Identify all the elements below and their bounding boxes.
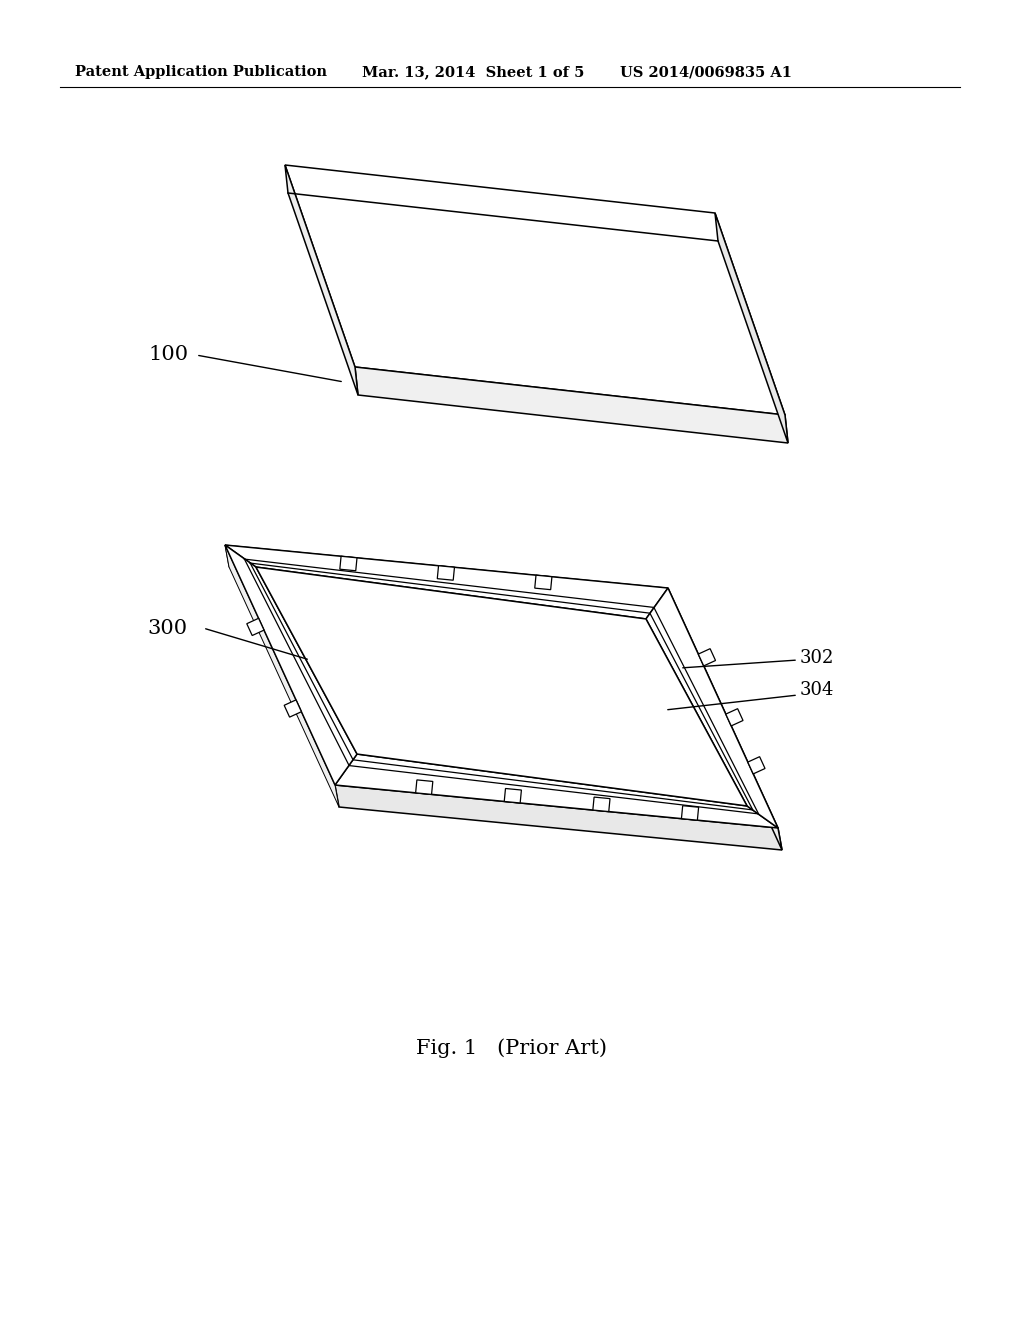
Polygon shape [285,165,785,414]
Polygon shape [726,709,743,726]
Text: 304: 304 [800,681,835,700]
Polygon shape [715,213,788,444]
Polygon shape [646,587,778,828]
Polygon shape [225,545,339,807]
Polygon shape [225,545,668,619]
Polygon shape [285,700,301,717]
Polygon shape [681,805,698,820]
Polygon shape [335,785,782,850]
Polygon shape [748,756,765,774]
Text: Fig. 1   (Prior Art): Fig. 1 (Prior Art) [417,1038,607,1057]
Polygon shape [593,797,610,812]
Polygon shape [335,754,778,828]
Text: 300: 300 [147,619,187,638]
Text: 100: 100 [148,346,188,364]
Polygon shape [437,566,455,581]
Text: Mar. 13, 2014  Sheet 1 of 5: Mar. 13, 2014 Sheet 1 of 5 [362,65,585,79]
Polygon shape [355,367,788,444]
Polygon shape [504,788,521,803]
Polygon shape [698,648,716,665]
Polygon shape [225,545,357,785]
Polygon shape [247,618,264,635]
Polygon shape [225,545,672,610]
Text: 302: 302 [800,649,835,667]
Polygon shape [416,780,433,795]
Polygon shape [340,556,357,570]
Polygon shape [285,165,358,395]
Polygon shape [256,568,748,807]
Text: US 2014/0069835 A1: US 2014/0069835 A1 [620,65,792,79]
Text: Patent Application Publication: Patent Application Publication [75,65,327,79]
Polygon shape [535,576,552,590]
Polygon shape [668,587,782,850]
